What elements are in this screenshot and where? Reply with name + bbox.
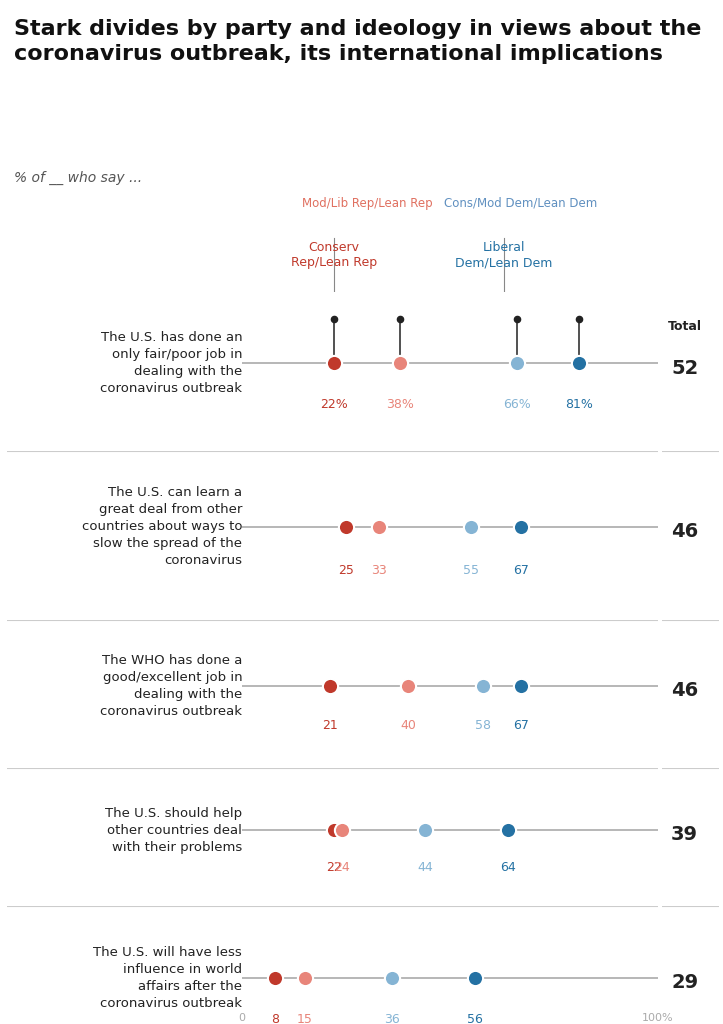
Text: 25: 25 [338,564,354,577]
Text: 29: 29 [671,973,698,992]
Text: 81%: 81% [565,398,593,412]
Text: 56: 56 [467,1013,483,1024]
Text: 55: 55 [463,564,479,577]
Text: 36: 36 [384,1013,400,1024]
Point [573,310,585,327]
Point [403,678,414,694]
Text: 46: 46 [671,681,698,700]
Text: 46: 46 [671,522,698,541]
Text: Total: Total [667,321,702,334]
Text: The U.S. can learn a
great deal from other
countries about ways to
slow the spre: The U.S. can learn a great deal from oth… [82,486,242,567]
Point [469,970,481,986]
Point [299,970,310,986]
Text: 67: 67 [513,719,529,732]
Point [395,310,406,327]
Point [515,518,526,535]
Text: 0: 0 [239,1013,246,1023]
Text: 100%: 100% [642,1013,674,1023]
Point [341,518,352,535]
Point [573,355,585,372]
Point [328,822,340,839]
Point [328,310,340,327]
Text: 24: 24 [334,860,350,873]
Text: 64: 64 [500,860,516,873]
Text: The WHO has done a
good/excellent job in
dealing with the
coronavirus outbreak: The WHO has done a good/excellent job in… [100,654,242,719]
Point [477,678,489,694]
Point [502,822,514,839]
Text: 8: 8 [271,1013,280,1024]
Point [336,822,348,839]
Point [395,355,406,372]
Text: Liberal
Dem/Lean Dem: Liberal Dem/Lean Dem [455,242,553,269]
Text: The U.S. will have less
influence in world
affairs after the
coronavirus outbrea: The U.S. will have less influence in wor… [93,946,242,1010]
Point [515,678,526,694]
Text: 66%: 66% [502,398,531,412]
Text: 22%: 22% [320,398,348,412]
Point [270,970,281,986]
Text: Cons/Mod Dem/Lean Dem: Cons/Mod Dem/Lean Dem [444,197,597,210]
Point [374,518,385,535]
Point [324,678,335,694]
Text: 40: 40 [401,719,416,732]
Text: 58: 58 [475,719,492,732]
Text: Stark divides by party and ideology in views about the
coronavirus outbreak, its: Stark divides by party and ideology in v… [14,19,702,65]
Point [419,822,431,839]
Point [510,355,522,372]
Text: The U.S. has done an
only fair/poor job in
dealing with the
coronavirus outbreak: The U.S. has done an only fair/poor job … [100,331,242,395]
Point [510,310,522,327]
Point [465,518,476,535]
Text: 44: 44 [417,860,433,873]
Text: 52: 52 [671,358,698,378]
Text: % of __ who say ...: % of __ who say ... [14,171,142,185]
Text: 15: 15 [296,1013,312,1024]
Text: 38%: 38% [386,398,414,412]
Text: 21: 21 [322,719,338,732]
Text: 39: 39 [671,825,698,844]
Point [386,970,398,986]
Text: 67: 67 [513,564,529,577]
Text: Conserv
Rep/Lean Rep: Conserv Rep/Lean Rep [291,242,377,269]
Text: Mod/Lib Rep/Lean Rep: Mod/Lib Rep/Lean Rep [301,197,432,210]
Point [328,355,340,372]
Text: 33: 33 [372,564,388,577]
Text: The U.S. should help
other countries deal
with their problems: The U.S. should help other countries dea… [105,807,242,854]
Text: 22: 22 [326,860,341,873]
